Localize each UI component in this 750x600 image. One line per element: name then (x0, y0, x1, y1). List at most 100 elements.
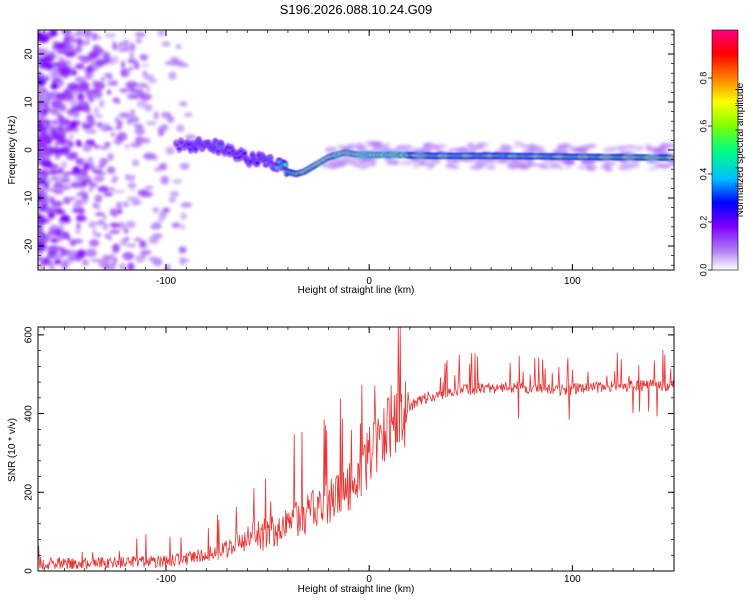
heatmap-cell (666, 144, 674, 148)
heatmap-cell (76, 139, 81, 147)
heatmap-cell (62, 250, 67, 255)
heatmap-cell (135, 254, 146, 263)
heatmap-cell (48, 169, 60, 176)
heatmap-cell (180, 202, 193, 208)
heatmap-cell (604, 166, 613, 172)
heatmap-cell (69, 257, 74, 261)
heatmap-cell (85, 35, 91, 43)
snr-plot-area (38, 327, 674, 570)
heatmap-cell (369, 160, 377, 165)
heatmap-cell (123, 227, 129, 234)
y-tick-label: 0 (24, 147, 35, 153)
heatmap-cell (146, 121, 157, 125)
heatmap-cell (141, 63, 150, 67)
heatmap-cell (82, 259, 89, 267)
heatmap-cell (66, 235, 71, 241)
heatmap-cell (57, 57, 65, 61)
heatmap-cell (72, 202, 83, 210)
heatmap-cell (121, 46, 131, 52)
heatmap-cell (434, 160, 442, 164)
heatmap-cell (628, 163, 640, 168)
heatmap-cell (268, 156, 273, 161)
heatmap-cell (160, 175, 169, 185)
heatmap-cell (337, 144, 346, 149)
heatmap-cell (51, 200, 63, 207)
heatmap-cell (577, 164, 590, 170)
heatmap-cell (90, 258, 103, 262)
heatmap-cell (581, 159, 596, 166)
heatmap-cell (139, 54, 149, 61)
heatmap-cell (126, 93, 136, 100)
heatmap-cell (164, 61, 173, 65)
heatmap-cell (60, 231, 66, 240)
heatmap-cell (623, 145, 637, 149)
heatmap-cell (41, 100, 48, 104)
heatmap-cell (69, 122, 77, 129)
heatmap-cell (97, 185, 110, 193)
heatmap-cell (92, 202, 99, 209)
heatmap-cell (469, 164, 484, 170)
heatmap-cell (152, 207, 159, 213)
heatmap-cell (82, 144, 92, 152)
heatmap-cell (51, 81, 58, 90)
heatmap-cell (282, 163, 288, 167)
heatmap-cell (67, 249, 78, 258)
heatmap-cell (92, 169, 103, 174)
heatmap-cell (93, 107, 100, 114)
heatmap-cell (564, 165, 573, 169)
heatmap-cell (528, 144, 541, 151)
heatmap-cell (110, 55, 119, 65)
heatmap-cell (157, 217, 165, 222)
heatmap-cell (118, 112, 131, 119)
heatmap-cell (502, 146, 515, 151)
heatmap-cell (647, 167, 658, 171)
spectrogram-x-ticks: -100 0 100 (43, 30, 675, 287)
heatmap-cell (47, 212, 56, 219)
heatmap-cell (104, 127, 114, 131)
heatmap-cell (47, 245, 60, 252)
heatmap-cell (496, 159, 507, 165)
heatmap-cell (519, 162, 532, 170)
heatmap-cell (145, 86, 151, 92)
heatmap-cell (49, 229, 60, 238)
y-tick-label: -20 (24, 238, 35, 253)
snr-x-ticks: -100 0 100 (43, 327, 675, 585)
heatmap-cell (63, 93, 75, 101)
colorbar-tick-label: 0.4 (698, 168, 708, 181)
heatmap-cell (618, 165, 628, 170)
x-tick-label: 0 (366, 574, 372, 585)
heatmap-cell (140, 92, 153, 101)
heatmap-cell (38, 78, 46, 87)
heatmap-cell (346, 160, 357, 166)
heatmap-cell (327, 162, 337, 169)
heatmap-cell (88, 239, 100, 247)
heatmap-cell (178, 246, 187, 254)
heatmap-cell (122, 201, 129, 208)
heatmap-cell (85, 86, 90, 95)
heatmap-cell (166, 149, 174, 153)
spectrogram-y-label: Frequency (Hz) (7, 116, 18, 185)
heatmap-cell (324, 146, 338, 154)
heatmap-cell (137, 83, 148, 88)
heatmap-cell (76, 37, 83, 46)
heatmap-cell (53, 207, 63, 215)
heatmap-cell (539, 163, 551, 170)
heatmap-cell (177, 147, 182, 151)
heatmap-cell (99, 157, 109, 166)
colorbar-gradient (711, 29, 739, 271)
heatmap-cell (78, 189, 88, 195)
heatmap-cell (476, 142, 490, 148)
heatmap-cell (126, 117, 133, 126)
heatmap-cell (104, 33, 117, 38)
heatmap-cell (65, 44, 75, 49)
heatmap-cell (126, 196, 139, 201)
heatmap-cell (339, 159, 346, 166)
heatmap-cell (255, 161, 260, 165)
heatmap-cell (92, 34, 98, 41)
heatmap-cell (94, 195, 99, 202)
heatmap-cell (57, 138, 66, 145)
heatmap-cell (133, 200, 143, 205)
heatmap-cell (139, 250, 152, 255)
heatmap-cell (51, 78, 62, 82)
